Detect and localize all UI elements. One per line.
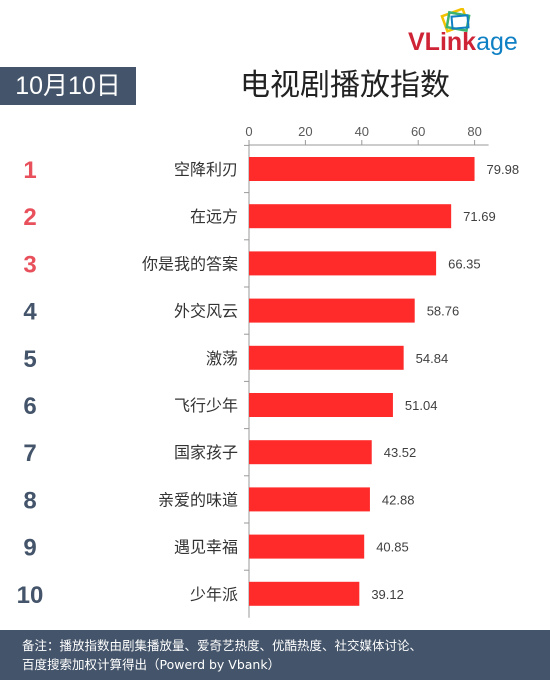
category-label: 飞行少年: [174, 396, 238, 415]
date-badge: 10月10日: [0, 67, 136, 105]
chart-title: 电视剧播放指数: [240, 68, 450, 103]
bar: [249, 204, 452, 229]
category-label: 外交风云: [174, 302, 238, 321]
x-tick-label: 20: [298, 124, 312, 139]
rank-label: 4: [23, 299, 37, 326]
value-label: 43.52: [384, 445, 417, 460]
logo-cards-icon: [440, 8, 471, 33]
value-label: 79.98: [487, 162, 520, 177]
category-label: 你是我的答案: [142, 254, 238, 273]
rank-label: 3: [23, 251, 36, 278]
category-label: 空降利刃: [174, 160, 238, 179]
bar-chart: 0 20 40 60 80 1 空降利刃 79.98 2 在远方 71.69 3 你是我的答案 66.35…: [17, 124, 520, 618]
category-label: 遇见幸福: [174, 538, 238, 557]
bar: [249, 440, 372, 465]
x-tick-label: 60: [411, 124, 425, 139]
rank-label: 10: [17, 582, 44, 609]
logo-text-part2: age: [476, 28, 518, 56]
rank-label: 9: [23, 535, 36, 562]
bar: [249, 157, 475, 181]
value-label: 51.04: [405, 398, 438, 413]
bar: [249, 251, 437, 276]
value-label: 42.88: [382, 492, 415, 507]
rank-label: 7: [23, 440, 36, 467]
category-label: 激荡: [206, 349, 238, 368]
category-label: 在远方: [190, 207, 238, 226]
bar: [249, 298, 415, 323]
bar: [249, 534, 365, 559]
bar: [249, 345, 404, 370]
rank-label: 5: [23, 346, 36, 373]
logo-text-part1: VLink: [408, 28, 477, 56]
value-label: 58.76: [427, 304, 460, 319]
rank-label: 8: [23, 487, 36, 514]
rank-label: 6: [23, 393, 36, 420]
bar: [249, 581, 360, 606]
bar: [249, 393, 393, 417]
logo-wordmark: VLinkage: [408, 28, 518, 56]
x-tick-label: 80: [467, 124, 481, 139]
bar: [249, 487, 370, 512]
x-tick-label: 40: [355, 124, 369, 139]
value-label: 39.12: [371, 587, 404, 602]
value-label: 54.84: [416, 351, 449, 366]
vlinkage-logo: VLinkage: [408, 8, 540, 56]
value-label: 71.69: [463, 209, 496, 224]
category-label: 少年派: [190, 585, 238, 604]
footer-line-1: 备注：播放指数由剧集播放量、爱奇艺热度、优酷热度、社交媒体讨论、: [22, 638, 423, 653]
category-label: 亲爱的味道: [158, 490, 238, 509]
footer-line-2: 百度搜索加权计算得出（Powerd by Vbank）: [22, 657, 281, 672]
footer-note: 备注：播放指数由剧集播放量、爱奇艺热度、优酷热度、社交媒体讨论、 百度搜索加权计…: [0, 630, 550, 680]
category-label: 国家孩子: [174, 443, 238, 462]
rank-label: 1: [23, 157, 36, 184]
x-tick-label: 0: [245, 124, 252, 139]
value-label: 40.85: [376, 540, 409, 555]
value-label: 66.35: [448, 256, 481, 271]
rank-label: 2: [23, 204, 36, 231]
